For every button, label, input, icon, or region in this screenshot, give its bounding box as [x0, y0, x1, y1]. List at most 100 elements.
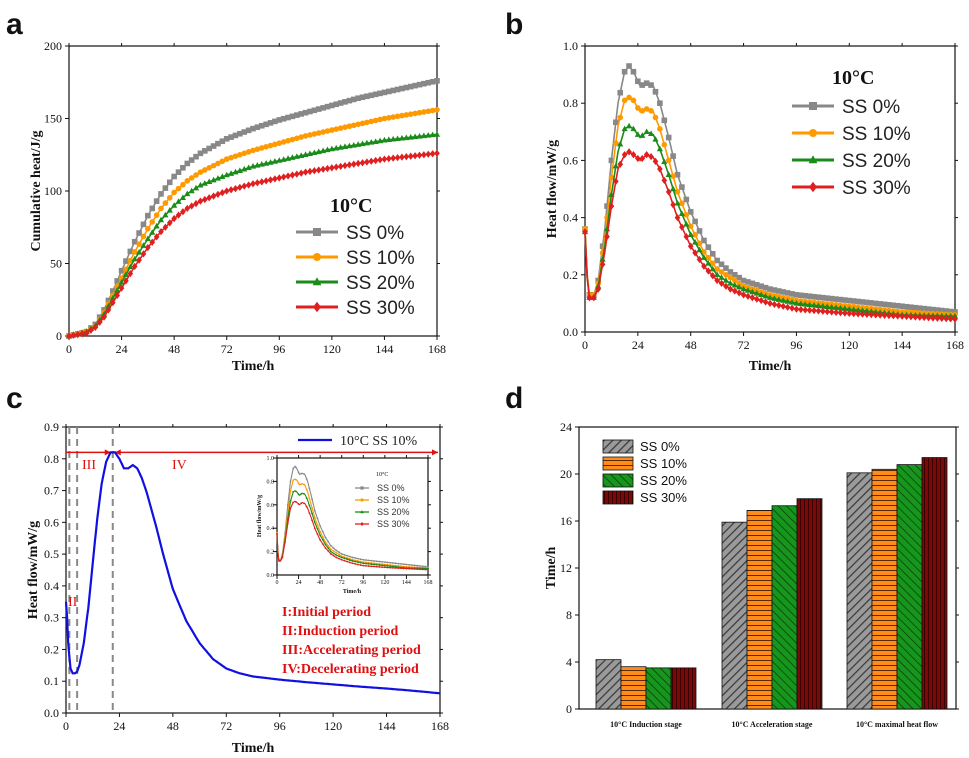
data-point: [745, 279, 751, 285]
x-tick-label: 96: [360, 580, 366, 586]
period-annotation: I:Initial period: [282, 605, 371, 620]
data-point: [809, 129, 817, 137]
data-point: [131, 249, 138, 255]
data-point: [88, 326, 94, 334]
inset-point: [289, 489, 292, 492]
data-point: [223, 136, 230, 142]
inset-point: [410, 564, 413, 566]
data-point: [886, 311, 892, 320]
data-point: [412, 152, 418, 160]
data-point: [215, 190, 221, 199]
data-point: [749, 280, 756, 287]
inset-y-label: Heat flow/mW/g: [257, 495, 263, 537]
data-point: [360, 510, 364, 514]
data-point: [368, 118, 375, 125]
data-point: [952, 315, 958, 323]
data-point: [661, 176, 668, 185]
data-point: [394, 154, 401, 162]
inset-point: [313, 521, 316, 524]
y-tick-label: 100: [44, 184, 62, 198]
data-point: [280, 173, 287, 181]
data-point: [678, 210, 685, 217]
data-point: [346, 123, 353, 130]
inset-point: [343, 557, 346, 560]
data-point: [272, 175, 278, 183]
data-point: [421, 151, 427, 159]
y-tick-label: 12: [560, 561, 572, 575]
bar: [721, 521, 748, 710]
data-point: [162, 185, 169, 191]
data-point: [355, 121, 361, 128]
data-point: [250, 180, 256, 188]
data-point: [736, 283, 743, 290]
data-point: [665, 188, 672, 196]
data-point: [360, 498, 364, 502]
data-point: [280, 139, 287, 145]
inset-point: [284, 541, 286, 544]
inset-point: [305, 488, 308, 491]
x-tick-label: 120: [380, 580, 389, 586]
data-point: [859, 310, 866, 318]
data-point: [696, 246, 703, 253]
data-point: [210, 192, 217, 200]
data-point: [425, 132, 432, 138]
inset-point: [300, 492, 303, 495]
data-point: [647, 130, 655, 136]
data-point: [123, 258, 129, 264]
data-point: [175, 211, 182, 219]
inset-point: [316, 533, 319, 535]
data-point: [145, 225, 151, 232]
region-label: II: [68, 595, 78, 610]
inset-point: [392, 566, 394, 569]
data-point: [341, 143, 349, 150]
data-point: [206, 145, 212, 152]
data-point: [105, 297, 112, 304]
data-point: [346, 142, 353, 149]
data-point: [846, 305, 853, 312]
data-point: [136, 241, 142, 247]
y-tick-label: 0: [566, 702, 572, 716]
legend-swatch: [602, 490, 634, 505]
data-point: [429, 150, 436, 158]
inset-point: [375, 565, 378, 568]
data-point: [714, 271, 721, 278]
data-point: [114, 278, 120, 284]
data-point: [188, 187, 195, 194]
inset-point: [335, 556, 338, 559]
inset-point: [313, 516, 316, 519]
inset-point: [367, 565, 370, 567]
data-point: [302, 168, 309, 176]
data-point: [360, 521, 364, 527]
data-point: [289, 171, 296, 179]
inset-point: [340, 558, 343, 561]
data-point: [350, 141, 357, 148]
inset-point: [294, 490, 297, 493]
y-tick-label: 0.9: [44, 420, 59, 434]
data-point: [727, 280, 734, 286]
data-point: [237, 151, 243, 158]
data-point: [613, 177, 619, 186]
inset-point: [373, 560, 375, 562]
inset-point: [383, 561, 386, 564]
inset-point: [370, 565, 373, 568]
x-tick-label: 72: [221, 342, 233, 356]
data-point: [591, 294, 597, 302]
data-point: [850, 310, 857, 318]
data-point: [337, 100, 344, 106]
data-point: [188, 202, 195, 210]
data-point: [815, 307, 822, 315]
data-point: [894, 302, 901, 309]
data-point: [313, 253, 321, 261]
data-point: [381, 89, 388, 96]
data-point: [381, 155, 388, 163]
data-point: [810, 301, 818, 308]
data-point: [890, 312, 897, 320]
inset-point: [305, 478, 308, 480]
data-point: [202, 148, 208, 154]
bar: [645, 667, 672, 710]
data-point: [136, 256, 142, 264]
data-point: [714, 257, 720, 264]
data-point: [324, 164, 331, 173]
inset-point: [359, 561, 362, 564]
inset-point: [354, 560, 357, 563]
